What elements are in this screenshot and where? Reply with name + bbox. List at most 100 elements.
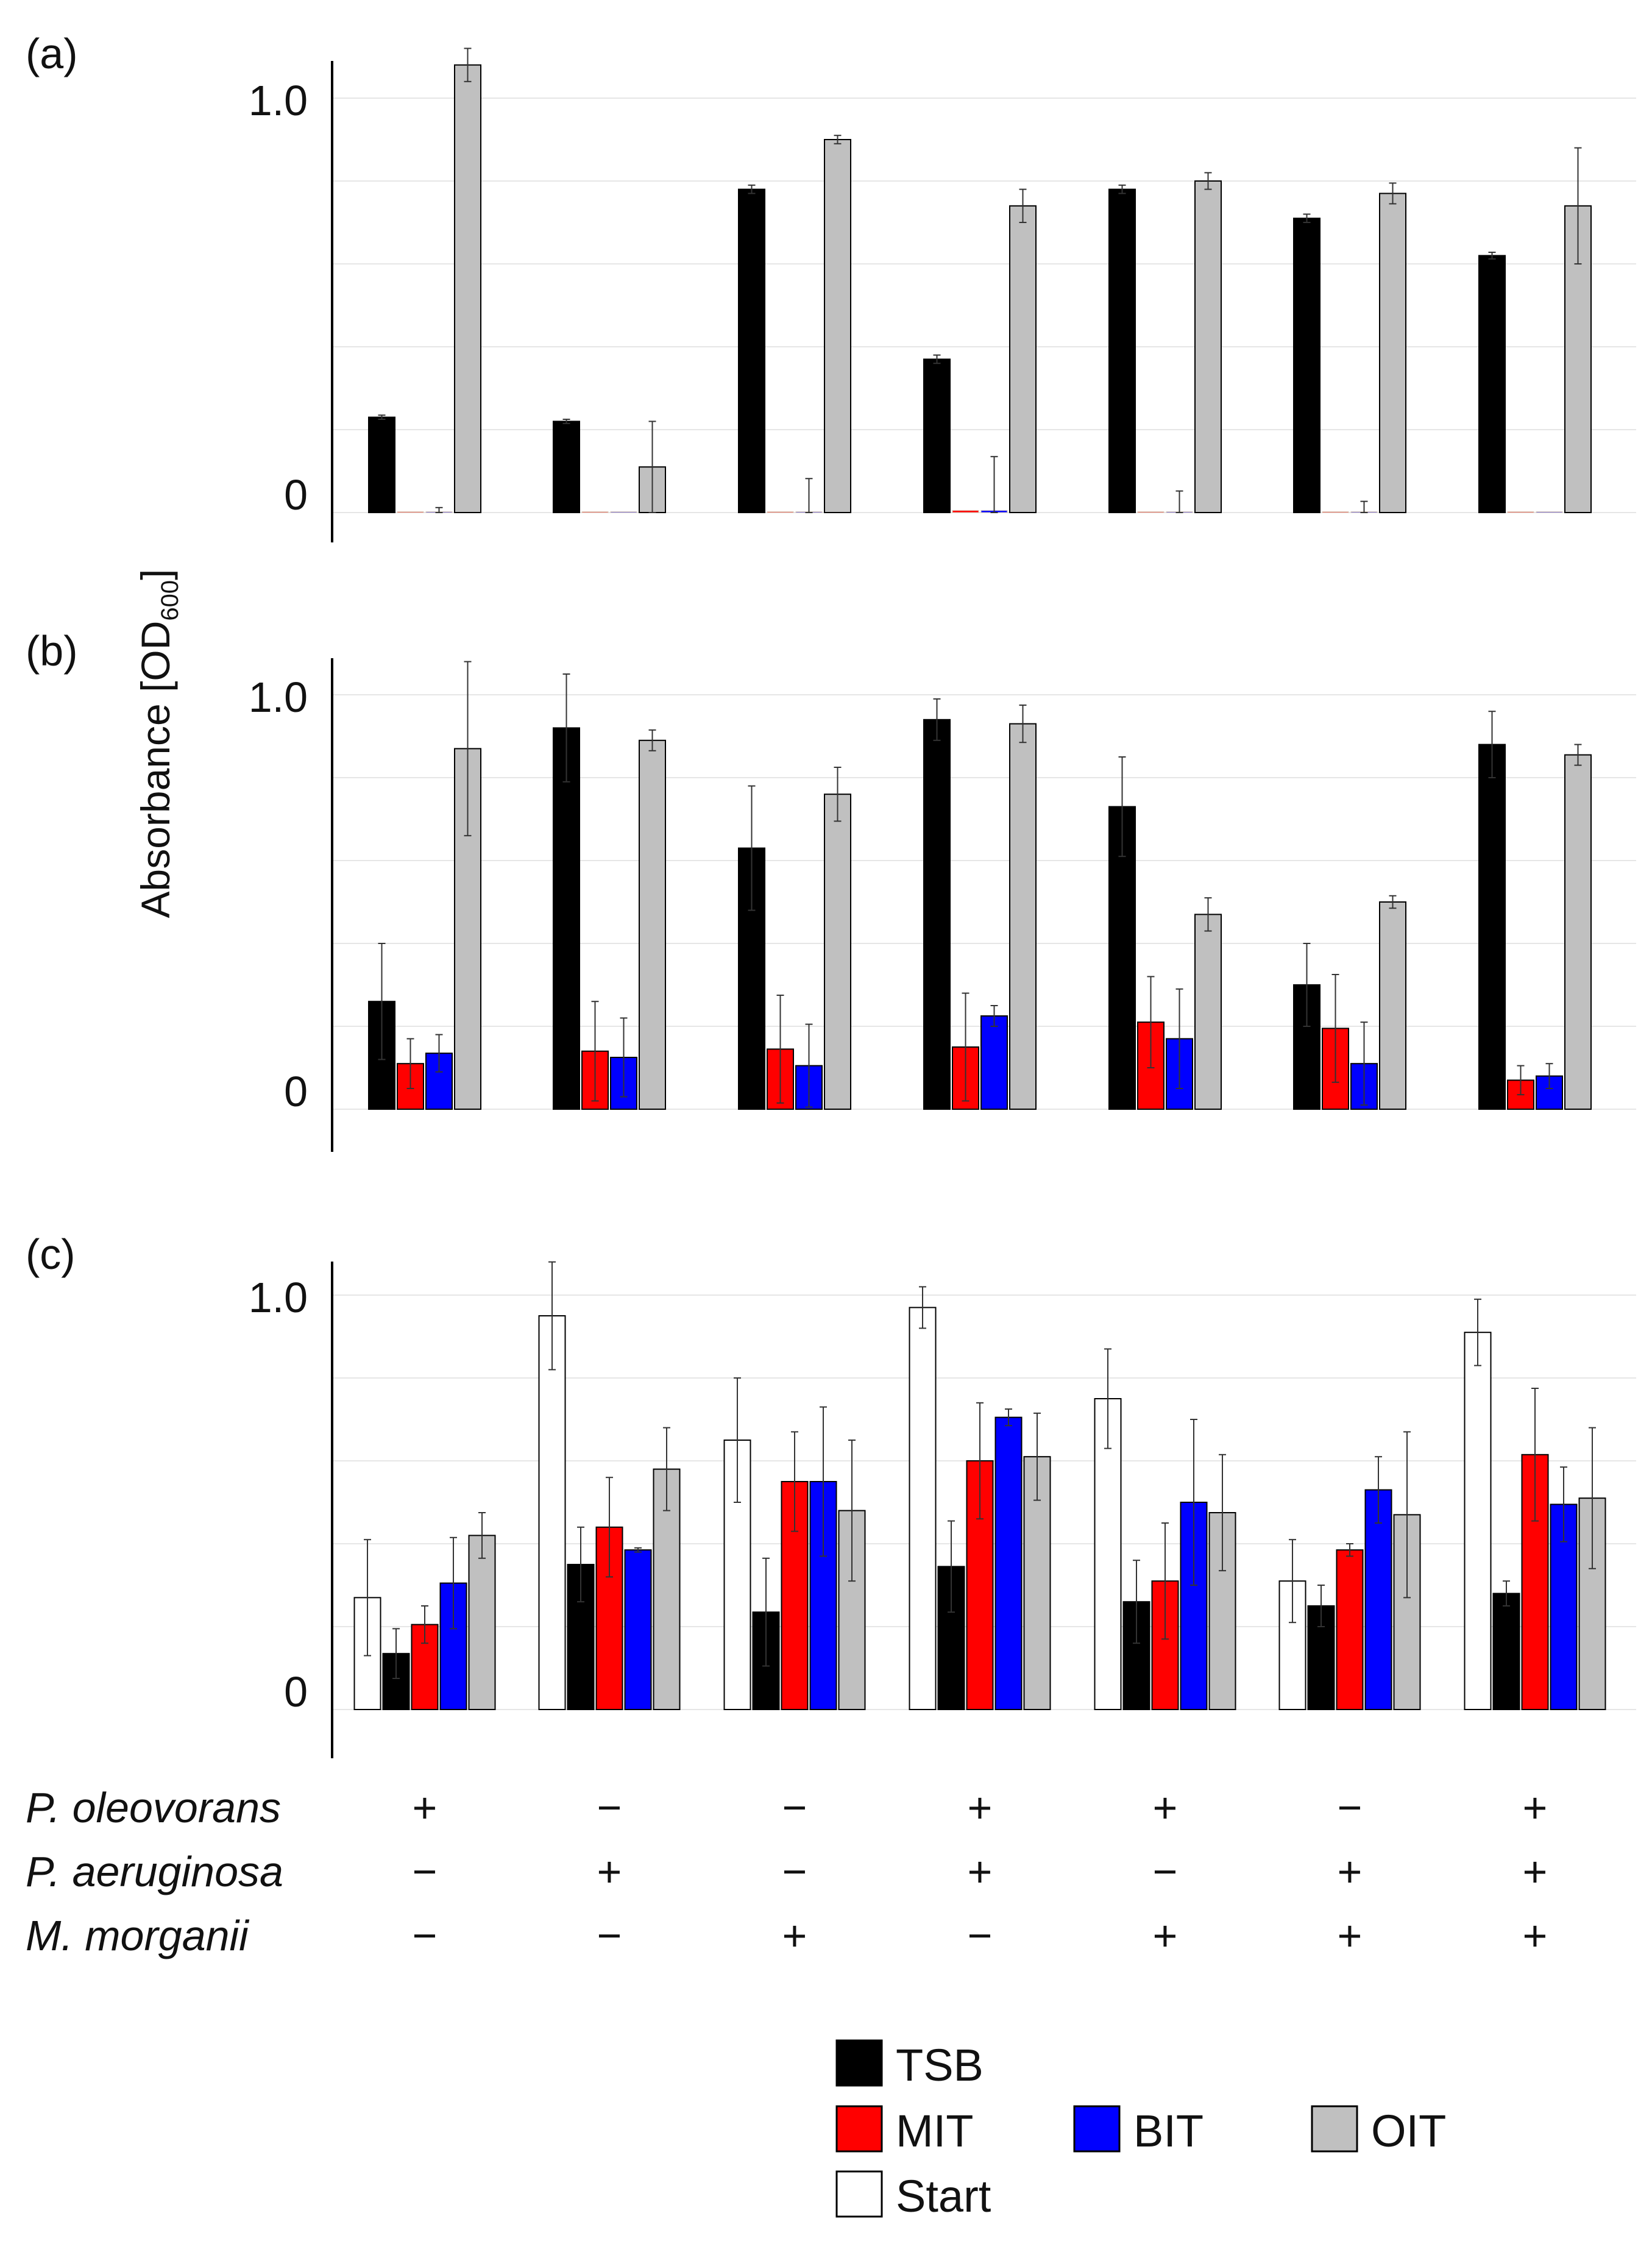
error-bar-bit-1 (450, 1536, 457, 1630)
bar-tsb-1 (368, 416, 395, 513)
error-bar-tsb-7 (1488, 711, 1496, 778)
legend-swatch-bit (1073, 2105, 1121, 2153)
legend-swatch-tsb (835, 2039, 883, 2087)
error-bar-oit-6 (1389, 895, 1397, 909)
error-bar-start-2 (548, 1261, 556, 1371)
bar-oit-1 (454, 64, 481, 514)
error-bar-oit-5 (1204, 897, 1212, 932)
error-bar-tsb-1 (392, 1628, 400, 1679)
sign-p-aeruginosa-1: − (413, 1848, 438, 1895)
error-bar-bit-4 (990, 1005, 998, 1027)
sign-p-oleovorans-3: − (782, 1784, 807, 1831)
bar-mit-7 (1507, 511, 1534, 513)
bar-tsb-2 (553, 421, 580, 514)
error-bar-tsb-3 (748, 785, 756, 911)
error-bar-mit-2 (606, 1477, 613, 1578)
series-tsb (382, 1520, 1520, 1711)
organism-label-p-oleovorans: P. oleovorans (26, 1784, 281, 1831)
series-oit (454, 48, 1592, 514)
error-bar-oit-5 (1219, 1454, 1226, 1572)
error-bar-tsb-2 (562, 419, 570, 424)
error-bar-start-5 (1104, 1348, 1111, 1449)
legend-label-mit: MIT (896, 2106, 973, 2156)
error-bar-start-7 (1474, 1298, 1481, 1366)
bar-mit-5 (1137, 511, 1165, 513)
sign-p-aeruginosa-3: − (782, 1848, 807, 1895)
bar-oit-3 (824, 139, 851, 513)
panel-label: (a) (26, 30, 78, 77)
bar-mit-1 (411, 1624, 439, 1711)
sign-p-aeruginosa-6: + (1338, 1848, 1363, 1895)
y-tick-label-0: 0 (284, 1068, 308, 1115)
legend-label-start: Start (896, 2171, 991, 2221)
bar-start-4 (909, 1307, 937, 1710)
error-bar-oit-4 (1019, 188, 1027, 223)
error-bar-bit-2 (634, 1547, 642, 1553)
error-bar-tsb-6 (1317, 1585, 1325, 1627)
sign-p-aeruginosa-5: − (1153, 1848, 1178, 1895)
bar-start-5 (1094, 1398, 1122, 1710)
bar-tsb-4 (923, 719, 951, 1110)
error-bar-tsb-1 (378, 943, 386, 1060)
series-start (353, 1261, 1492, 1710)
y-tick-label-0: 0 (284, 1668, 308, 1716)
error-bar-start-3 (734, 1377, 741, 1503)
sign-m-morganii-6: + (1338, 1912, 1363, 1959)
bar-tsb-7 (1478, 255, 1506, 513)
sign-m-morganii-5: + (1153, 1912, 1178, 1959)
error-bar-bit-1 (435, 1034, 443, 1073)
error-bar-tsb-6 (1303, 943, 1311, 1027)
organism-signs: + − − + + − + − + − + − + + − − + − + + + (413, 1784, 1548, 1959)
y-axis-title-close: ] (133, 569, 178, 580)
bar-start-2 (538, 1315, 566, 1710)
bar-mit-1 (397, 511, 424, 513)
sign-p-oleovorans-2: − (597, 1784, 622, 1831)
legend-item-oit: OIT (1311, 2105, 1446, 2156)
bar-bit-4 (980, 1015, 1008, 1110)
bar-start-7 (1464, 1332, 1492, 1710)
error-bar-mit-6 (1331, 974, 1339, 1083)
error-bar-mit-5 (1147, 976, 1155, 1068)
error-bar-tsb-2 (577, 1526, 584, 1603)
y-axis-title-main: Absorbance [OD (133, 621, 178, 918)
error-bar-tsb-3 (748, 184, 756, 194)
error-bar-mit-1 (406, 1038, 414, 1089)
bar-oit-3 (824, 794, 851, 1110)
legend-label-oit: OIT (1371, 2106, 1446, 2156)
bar-mit-6 (1322, 511, 1349, 513)
error-bar-tsb-1 (378, 414, 386, 420)
error-bar-bit-2 (620, 1017, 628, 1098)
error-bar-bit-5 (1175, 490, 1183, 513)
error-bar-oit-7 (1589, 1427, 1596, 1569)
sign-p-oleovorans-6: − (1338, 1784, 1363, 1831)
error-bar-oit-1 (478, 1512, 486, 1559)
legend-swatch-start (835, 2170, 883, 2218)
panel-label: (b) (26, 627, 78, 675)
error-bar-tsb-6 (1303, 213, 1311, 223)
error-bar-mit-3 (776, 995, 784, 1104)
error-bar-tsb-4 (933, 698, 941, 741)
error-bar-tsb-5 (1133, 1560, 1140, 1644)
bar-tsb-2 (553, 727, 580, 1110)
legend-swatch-mit (835, 2105, 883, 2153)
error-bar-bit-5 (1175, 988, 1183, 1089)
error-bar-mit-4 (976, 1402, 984, 1520)
legend: TSB MIT BIT OIT Start (835, 2039, 1446, 2221)
error-bar-bit-5 (1190, 1419, 1197, 1586)
panel-label: (c) (26, 1230, 76, 1278)
error-bar-mit-5 (1161, 1522, 1169, 1640)
y-axis-title: Absorbance [OD600] (133, 569, 183, 918)
bar-oit-4 (1009, 205, 1037, 513)
series-tsb (368, 184, 1506, 514)
sign-m-morganii-1: − (413, 1912, 438, 1959)
panel-c: (c) 0 1.0 (26, 1230, 1636, 1758)
bar-mit-6 (1336, 1549, 1364, 1710)
error-bar-bit-6 (1360, 500, 1368, 513)
bar-oit-6 (1379, 901, 1406, 1110)
error-bar-bit-3 (805, 1023, 813, 1108)
bar-tsb-7 (1478, 744, 1506, 1110)
sign-m-morganii-2: − (597, 1912, 622, 1959)
error-bar-oit-4 (1019, 705, 1027, 744)
bar-tsb-6 (1293, 218, 1321, 513)
error-bar-mit-3 (791, 1431, 798, 1532)
